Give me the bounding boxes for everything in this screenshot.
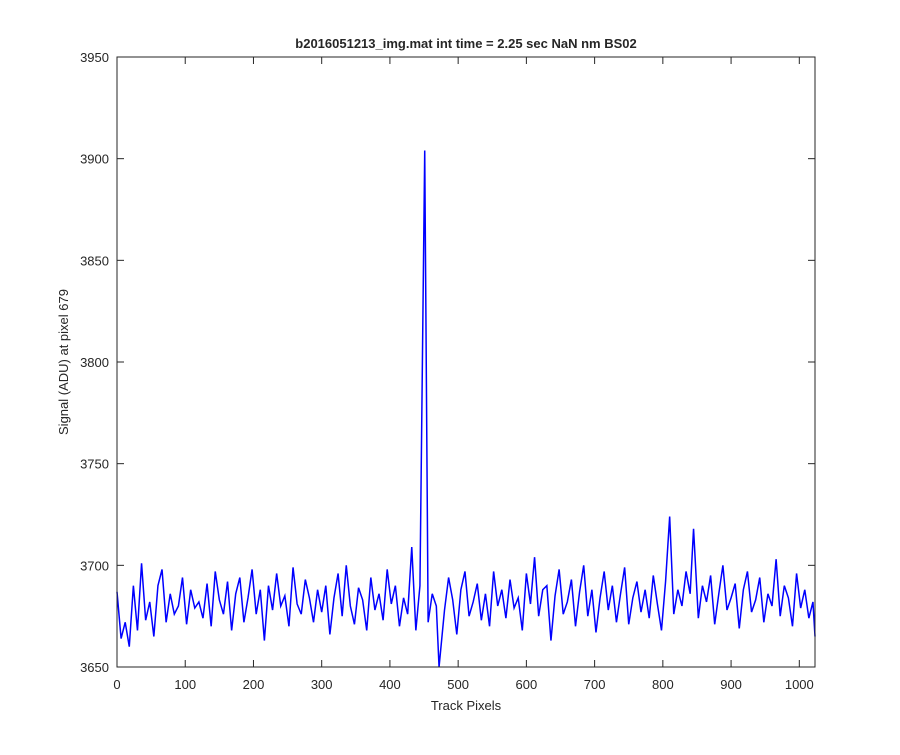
x-tick-label: 1000 [785, 677, 814, 692]
y-tick-label: 3700 [80, 558, 109, 573]
y-tick-label: 3850 [80, 253, 109, 268]
y-tick-label: 3800 [80, 355, 109, 370]
y-tick-label: 3950 [80, 50, 109, 65]
y-tick-label: 3650 [80, 660, 109, 675]
x-tick-label: 100 [174, 677, 196, 692]
x-tick-label: 700 [584, 677, 606, 692]
x-tick-label: 600 [516, 677, 538, 692]
data-line [116, 150, 816, 668]
y-tick-label: 3750 [80, 457, 109, 472]
y-tick-label: 3900 [80, 152, 109, 167]
y-axis-label: Signal (ADU) at pixel 679 [56, 289, 71, 435]
x-tick-label: 200 [243, 677, 265, 692]
x-tick-label: 900 [720, 677, 742, 692]
chart-title: b2016051213_img.mat int time = 2.25 sec … [295, 36, 636, 51]
x-tick-label: 0 [113, 677, 120, 692]
x-tick-label: 800 [652, 677, 674, 692]
plot-frame [116, 56, 816, 668]
x-tick-label: 300 [311, 677, 333, 692]
x-axis-label: Track Pixels [431, 698, 502, 713]
x-tick-label: 400 [379, 677, 401, 692]
x-tick-label: 500 [447, 677, 469, 692]
